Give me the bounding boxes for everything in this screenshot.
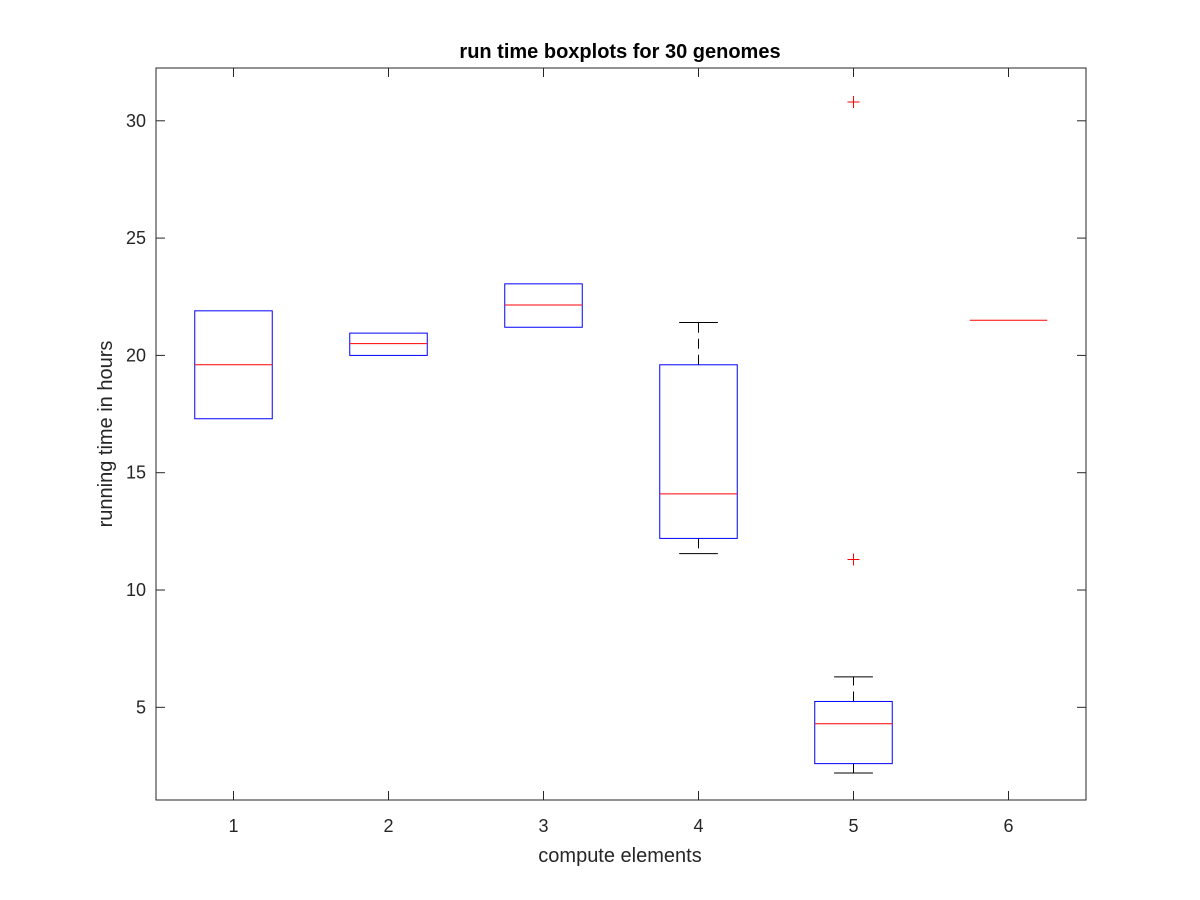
y-tick-label: 30 bbox=[126, 111, 146, 131]
box bbox=[349, 332, 428, 356]
x-tick-label: 2 bbox=[383, 816, 393, 836]
x-axis-label: compute elements bbox=[538, 845, 701, 867]
box-group-1 bbox=[194, 310, 273, 420]
box bbox=[814, 700, 893, 765]
axes-box bbox=[155, 67, 1087, 801]
x-tick-label: 6 bbox=[1003, 816, 1013, 836]
y-tick-label: 10 bbox=[126, 580, 146, 600]
y-tick-label: 25 bbox=[126, 228, 146, 248]
box-group-2 bbox=[349, 332, 428, 356]
y-axis-label: running time in hours bbox=[95, 341, 117, 528]
box bbox=[659, 364, 738, 539]
plot-area: 5 10 15 20 25 30 1 2 3 4 5 6 bbox=[126, 67, 1087, 836]
y-tick-label: 15 bbox=[126, 463, 146, 483]
outlier-marker bbox=[847, 553, 860, 566]
x-tick-label: 5 bbox=[848, 816, 858, 836]
y-tick-label: 20 bbox=[126, 345, 146, 365]
y-tick-label: 5 bbox=[136, 697, 146, 717]
box-group-4 bbox=[659, 322, 738, 555]
outlier-marker bbox=[847, 96, 860, 109]
x-tick-label: 4 bbox=[693, 816, 703, 836]
x-tick-label: 1 bbox=[228, 816, 238, 836]
chart-title: run time boxplots for 30 genomes bbox=[459, 41, 780, 63]
x-tick-label: 3 bbox=[538, 816, 548, 836]
box bbox=[504, 283, 583, 328]
box-group-3 bbox=[504, 283, 583, 328]
box-group-5 bbox=[814, 96, 893, 774]
